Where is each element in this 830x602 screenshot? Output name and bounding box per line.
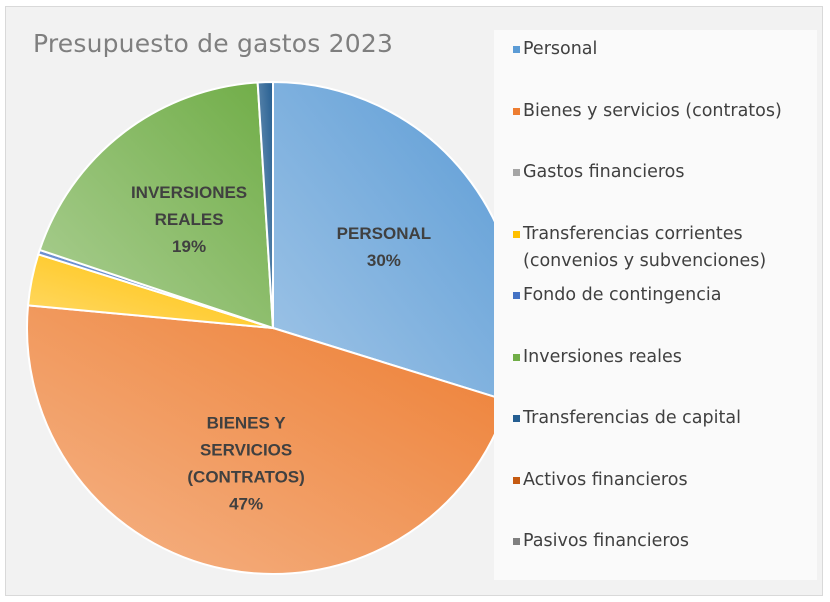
data-label-inversiones-reales: INVERSIONES REALES 19% <box>131 183 247 256</box>
legend-swatch <box>513 230 520 238</box>
legend-entry-activos-financieros: Activos financieros <box>523 469 688 490</box>
legend-entry-inversiones-reales: Inversiones reales <box>523 346 682 367</box>
legend-entry-transferencias-corrientes-convenios-y-subvenciones: Transferencias corrientes (convenios y su… <box>523 223 767 271</box>
pie-slice-inversiones-reales <box>38 81 275 330</box>
legend-swatch <box>513 476 520 484</box>
legend-entry-fondo-de-contingencia: Fondo de contingencia <box>523 285 722 305</box>
legend-entry-pasivos-financieros: Pasivos financieros <box>523 531 690 551</box>
data-label-bienes-y-servicios-contratos: BIENES Y SERVICIOS (CONTRATOS) 47% <box>187 414 304 514</box>
legend-entry-transferencias-de-capital: Transferencias de capital <box>523 408 741 428</box>
legend-entry-bienes-y-servicios-contratos: Bienes y servicios (contratos) <box>523 100 782 121</box>
chart-title: Presupuesto de gastos 2023 <box>33 29 394 58</box>
legend-swatch <box>513 169 520 176</box>
chart-legend: Personal Bienes y servicios (contratos) Ga… <box>494 30 817 580</box>
pie-slice-transferencias-de-capital <box>256 80 274 329</box>
legend-swatch <box>513 538 520 545</box>
legend-entry-gastos-financieros: Gastos financieros <box>523 162 685 182</box>
data-label-personal: PERSONAL 30% <box>337 224 431 270</box>
legend-entry-personal: Personal <box>523 39 598 59</box>
legend-swatch <box>513 46 520 53</box>
pie-slice-bienes-y-servicios-contratos <box>26 304 510 575</box>
legend-swatch <box>513 107 520 115</box>
legend-swatch <box>513 353 520 361</box>
legend-swatch <box>513 415 520 422</box>
legend-swatch <box>513 292 520 299</box>
